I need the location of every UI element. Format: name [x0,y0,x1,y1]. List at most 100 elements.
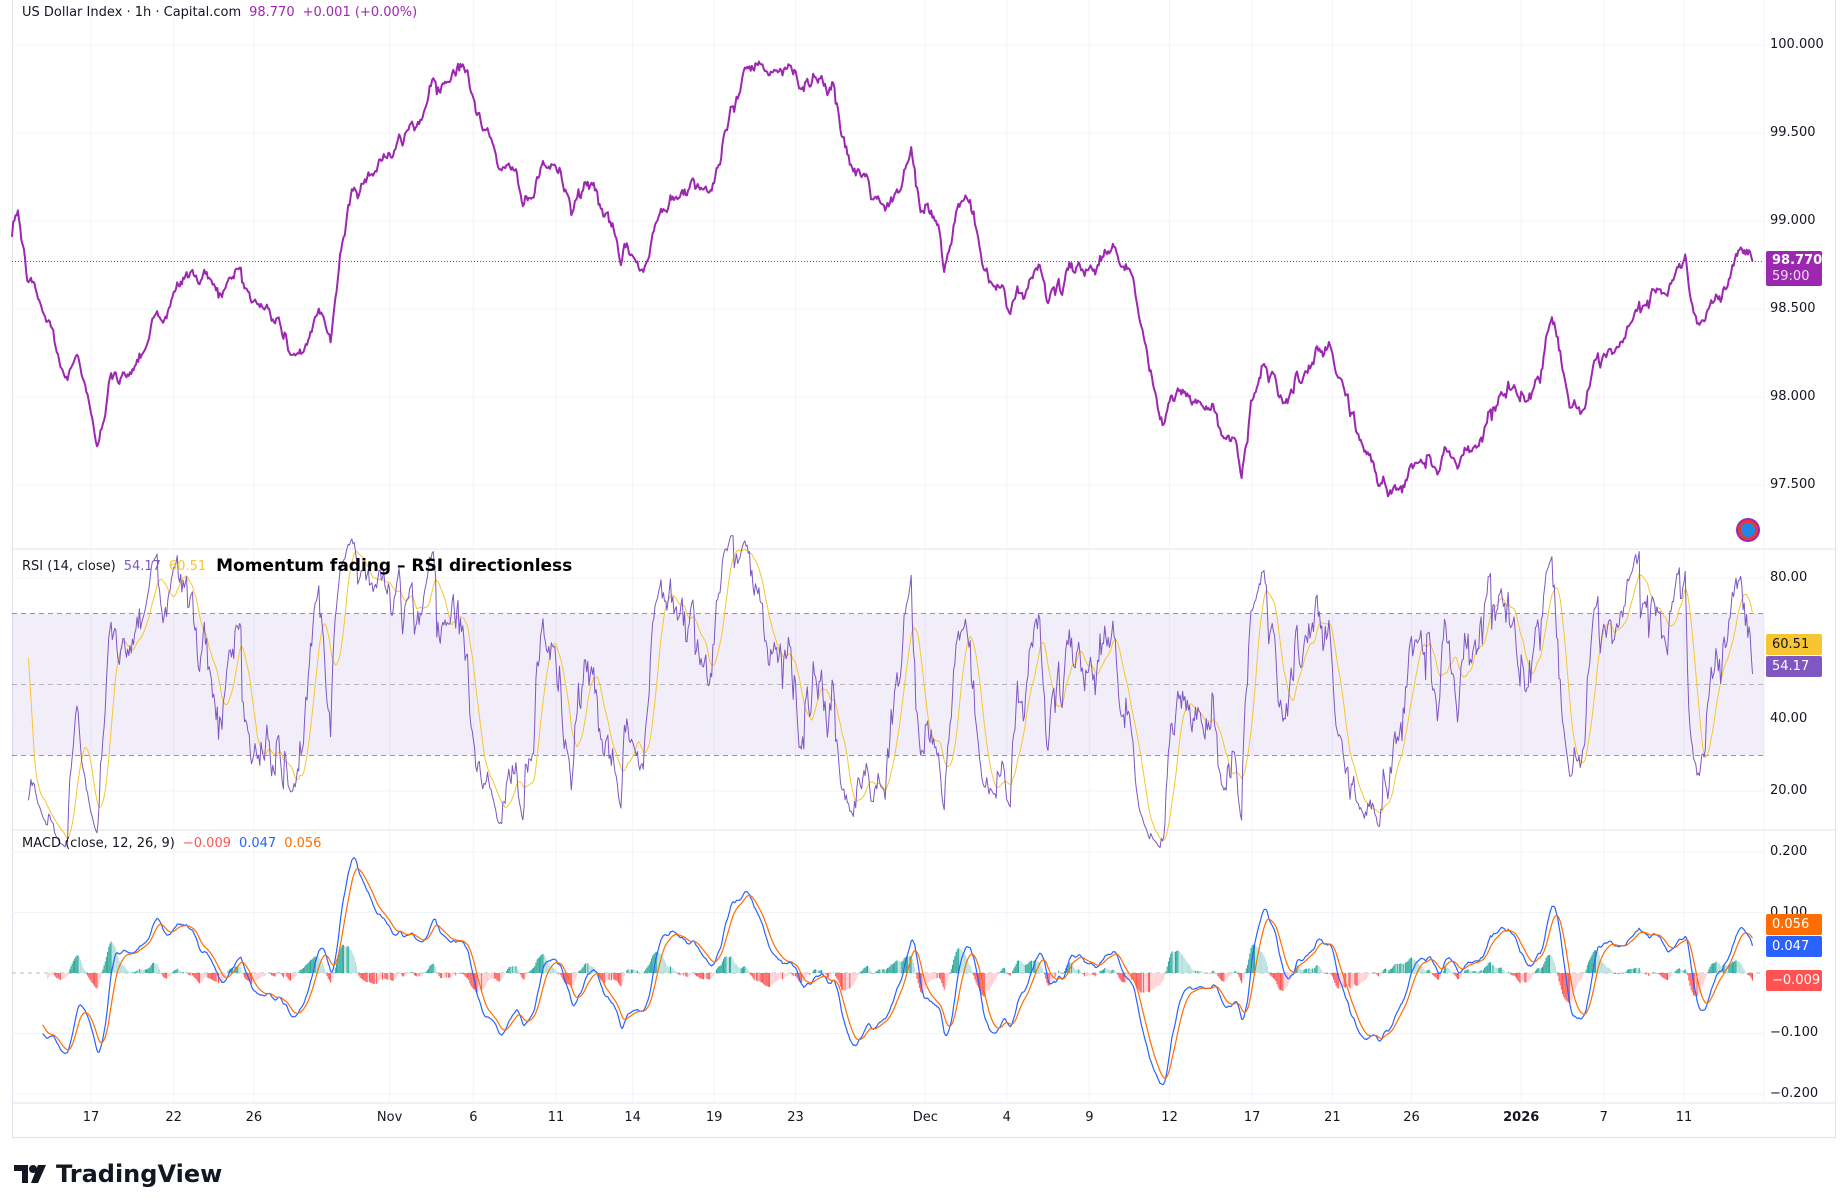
macd-histogram-bar [802,973,804,982]
macd-histogram-bar [51,973,53,975]
macd-histogram-bar [377,973,379,983]
macd-histogram-bar [1516,973,1517,979]
macd-histogram-bar [1458,973,1460,980]
macd-histogram-bar [1283,973,1285,991]
macd-histogram-bar [1638,967,1640,973]
rsi-legend: RSI (14, close) 54.17 60.51 Momentum fad… [22,556,572,576]
macd-histogram-bar [200,973,202,983]
macd-histogram-bar [312,958,314,973]
macd-histogram-bar [1016,960,1018,973]
macd-histogram-bar [1042,971,1044,973]
macd-histogram-bar [1530,973,1532,980]
macd-histogram-bar [176,968,178,973]
macd-histogram-bar [1019,960,1021,973]
macd-histogram-bar [994,973,996,981]
macd-histogram-tag: −0.009 [1766,970,1822,991]
macd-histogram-bar [1275,973,1277,982]
macd-histogram-bar [262,973,264,977]
macd-histogram-bar [1452,973,1454,974]
macd-histogram-bar [793,973,795,977]
macd-histogram-bar [1702,973,1704,985]
macd-histogram-bar [1118,973,1120,978]
macd-histogram-bar [1646,973,1648,975]
macd-histogram-bar [715,969,717,973]
macd-histogram-bar [800,973,802,983]
macd-histogram-bar [307,962,309,973]
macd-histogram-bar [862,969,864,973]
macd-histogram-bar [745,967,747,973]
macd-histogram-bar [1735,960,1737,973]
macd-histogram-bar [150,964,152,973]
macd-histogram-bar [723,958,725,973]
macd-histogram-bar [1191,969,1193,973]
macd-histogram-bar [1244,972,1246,974]
macd-histogram-bar [858,972,860,974]
macd-histogram-bar [1444,968,1446,973]
rsi-ma-tag: 60.51 [1766,634,1822,655]
macd-histogram-bar [1624,972,1626,974]
macd-histogram-bar [1257,948,1259,973]
macd-histogram-bar [1473,971,1475,973]
macd-histogram-bar [76,955,78,973]
macd-histogram-bar [110,941,112,973]
macd-histogram-bar [1221,973,1222,981]
macd-histogram-bar [905,956,907,973]
macd-histogram-bar [444,973,446,978]
macd-histogram-bar [714,972,716,974]
macd-histogram-bar [1031,960,1033,973]
time-tick: 14 [624,1110,641,1125]
macd-histogram-bar [1064,971,1066,973]
macd-histogram-bar [286,973,288,977]
macd-histogram-bar [410,972,412,973]
macd-histogram-bar [586,963,588,973]
macd-line [42,857,1754,1086]
brand-name: TradingView [56,1160,223,1188]
macd-histogram-bar [225,973,227,977]
macd-histogram-bar [1039,962,1041,973]
macd-histogram-bar [70,966,72,973]
macd-histogram-bar [522,973,524,980]
macd-histogram-bar [133,972,135,973]
macd-histogram-bar [459,973,461,974]
macd-histogram-bar [501,973,503,980]
macd-histogram-bar [871,973,873,974]
macd-histogram-bar [835,973,837,977]
macd-histogram-bar [975,973,977,983]
tradingview-logo[interactable]: TradingView [14,1160,222,1188]
macd-histogram-bar [1521,973,1523,982]
macd-histogram-bar [404,973,406,976]
macd-histogram-bar [1606,967,1608,973]
macd-title[interactable]: MACD (close, 12, 26, 9) [22,836,175,851]
macd-histogram-bar [869,968,871,973]
macd-histogram-bar [490,973,492,979]
macd-histogram-bar [902,960,904,973]
macd-histogram-bar [1636,968,1638,973]
price-change: +0.001 (+0.00%) [302,5,418,20]
macd-histogram-bar [1150,973,1152,992]
macd-histogram-bar [1190,967,1192,973]
symbol-title[interactable]: US Dollar Index · 1h · Capital.com [22,5,242,20]
macd-histogram-bar [1394,963,1396,973]
macd-histogram-bar [763,973,765,985]
macd-histogram-bar [553,968,555,973]
macd-histogram-bar [851,973,853,987]
macd-histogram-bar [702,973,704,980]
rsi-title[interactable]: RSI (14, close) [22,558,116,574]
macd-histogram-bar [69,969,71,973]
macd-histogram-bar [959,948,961,973]
macd-histogram-bar [1348,973,1350,987]
macd-histogram-bar [895,961,897,973]
macd-histogram-bar [882,969,884,973]
macd-histogram-bar [1184,958,1186,973]
macd-histogram-bar [874,972,876,974]
macd-histogram-bar [1264,958,1266,973]
macd-histogram-bar [1734,961,1736,973]
macd-histogram-bar [983,973,985,997]
macd-histogram-bar [641,972,643,974]
macd-histogram-bar [1427,969,1429,973]
macd-histogram-bar [1714,962,1716,973]
time-tick: 7 [1599,1110,1608,1125]
macd-histogram-bar [754,973,756,981]
macd-histogram-bar [1092,973,1094,976]
